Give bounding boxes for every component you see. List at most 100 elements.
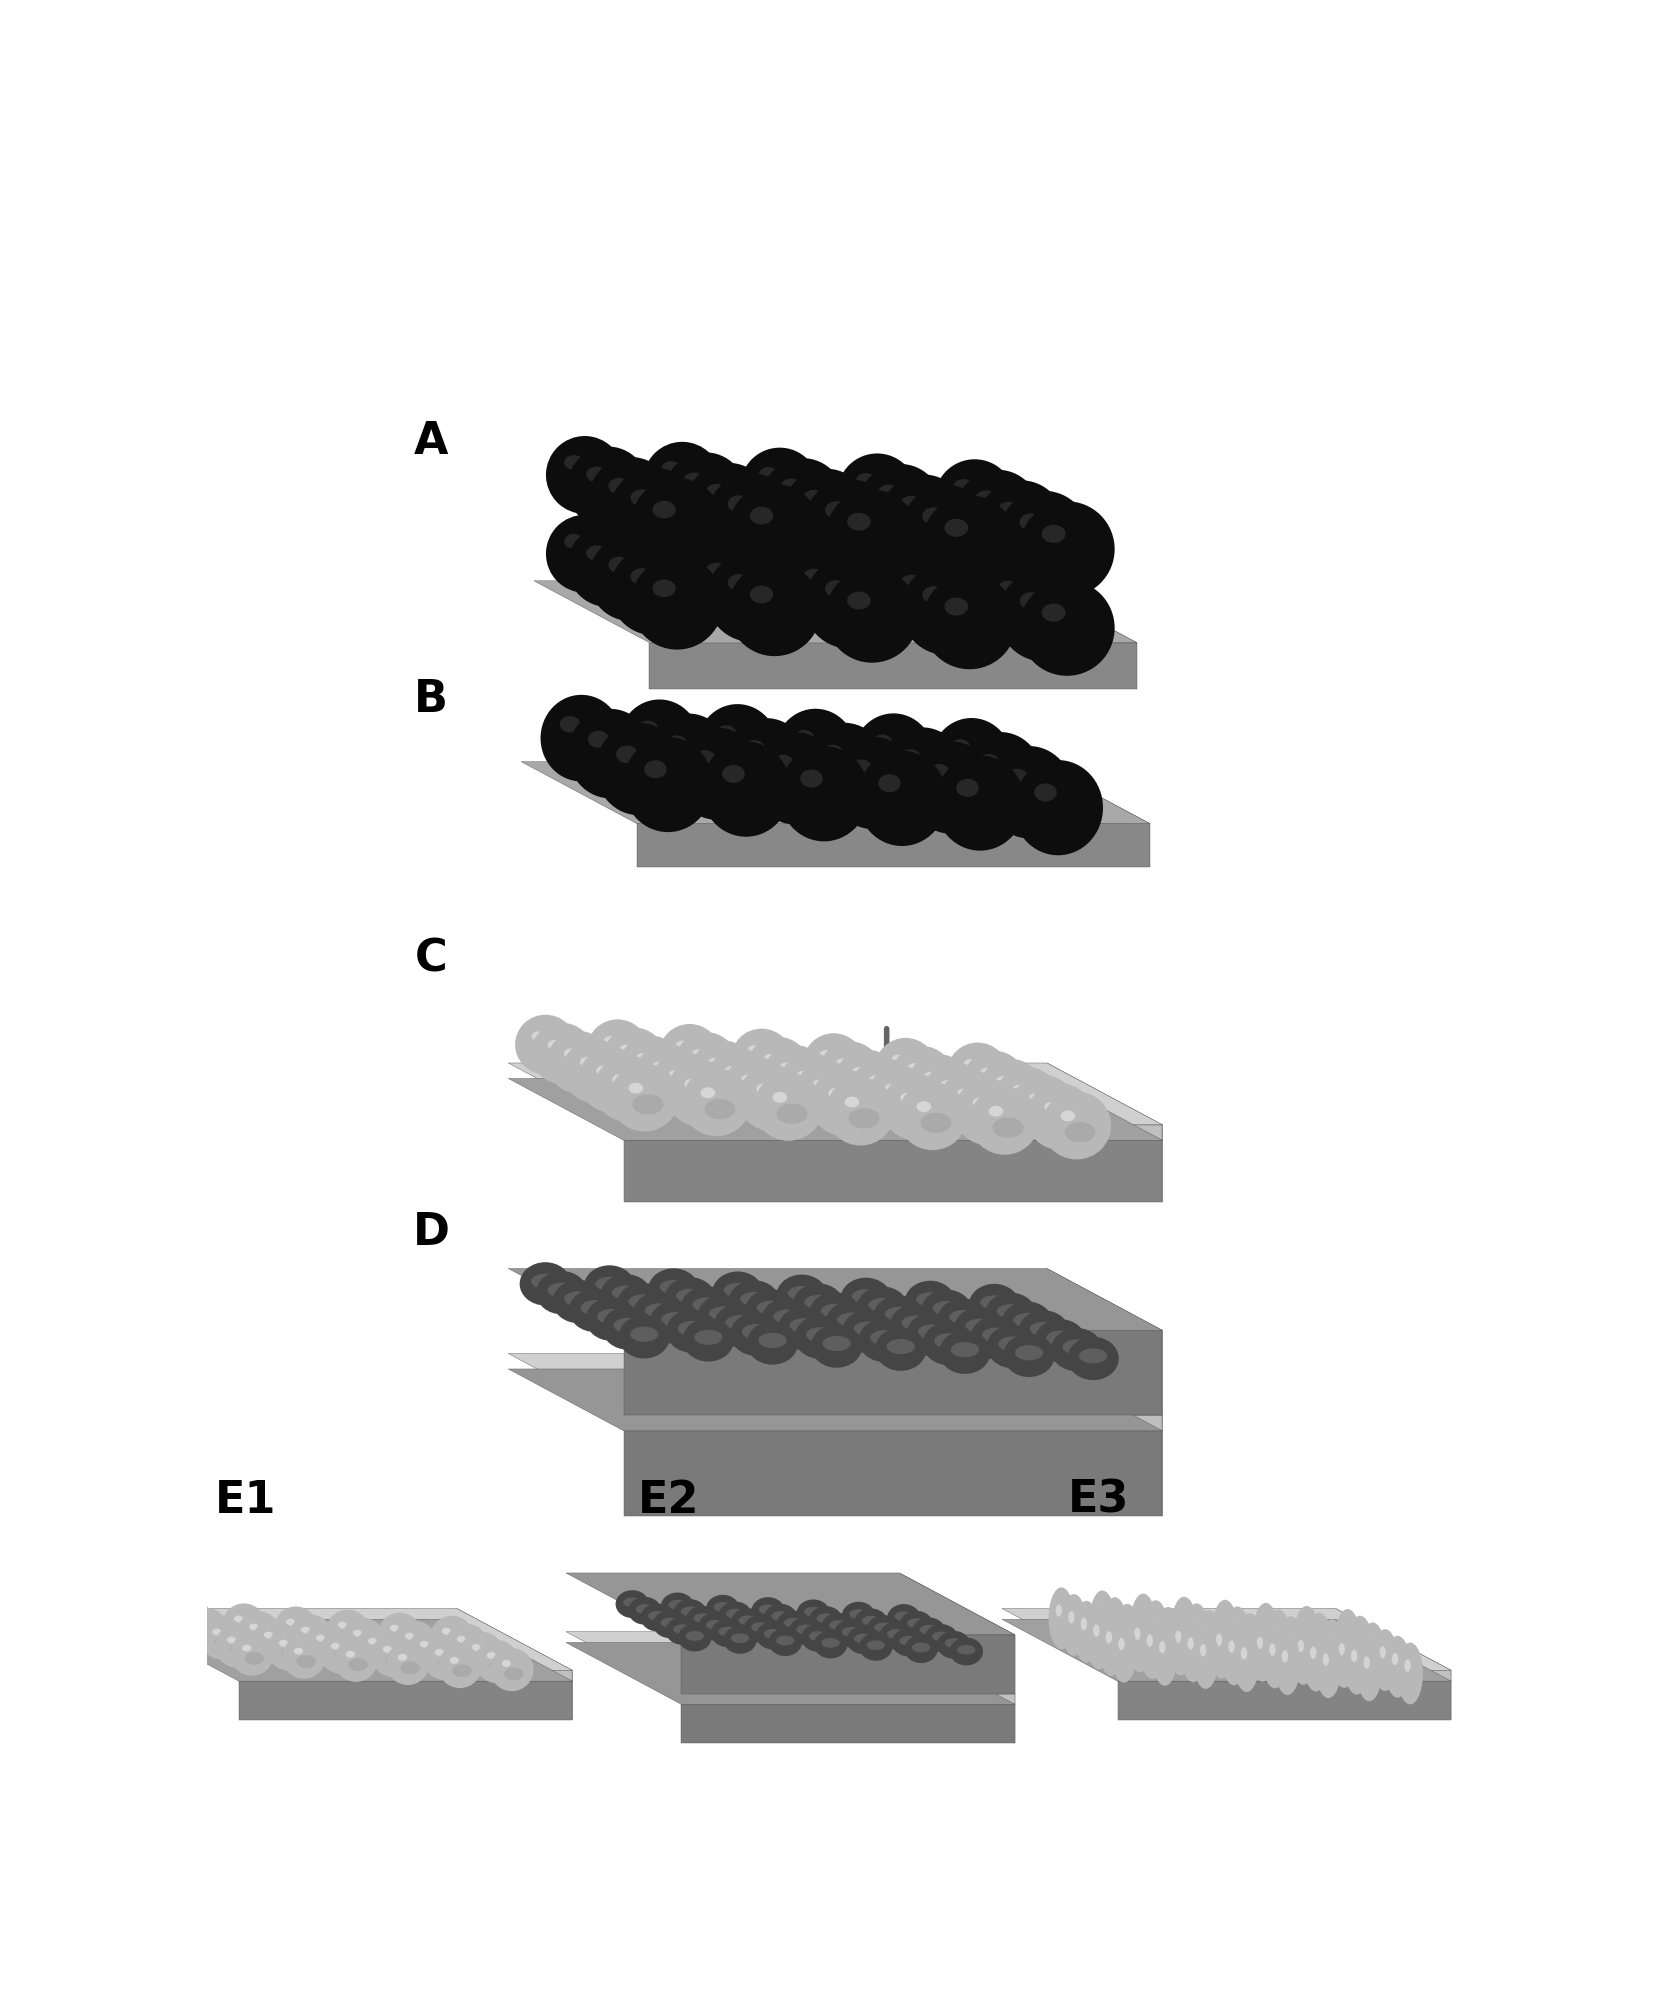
Ellipse shape — [688, 1090, 718, 1110]
Ellipse shape — [816, 1614, 836, 1624]
Ellipse shape — [599, 1076, 631, 1096]
Ellipse shape — [760, 1604, 778, 1614]
Ellipse shape — [1013, 1313, 1041, 1329]
Ellipse shape — [248, 1624, 258, 1630]
Ellipse shape — [975, 490, 996, 506]
Ellipse shape — [1140, 1618, 1165, 1680]
Ellipse shape — [803, 1034, 864, 1094]
Ellipse shape — [776, 1636, 794, 1646]
Ellipse shape — [892, 1628, 925, 1656]
Ellipse shape — [763, 1630, 781, 1638]
Ellipse shape — [655, 1072, 685, 1092]
Ellipse shape — [801, 1624, 834, 1652]
Ellipse shape — [976, 560, 1064, 648]
Polygon shape — [649, 642, 1137, 688]
Ellipse shape — [920, 1626, 938, 1634]
Ellipse shape — [1183, 1604, 1210, 1666]
Ellipse shape — [880, 727, 965, 817]
Ellipse shape — [505, 1668, 523, 1680]
Ellipse shape — [967, 1070, 995, 1088]
Ellipse shape — [409, 1630, 452, 1672]
Ellipse shape — [746, 1321, 798, 1365]
Ellipse shape — [849, 1108, 879, 1128]
Ellipse shape — [717, 725, 736, 743]
Ellipse shape — [1357, 1640, 1382, 1702]
Ellipse shape — [1111, 1622, 1137, 1682]
Ellipse shape — [776, 1104, 808, 1124]
Ellipse shape — [1041, 604, 1066, 622]
Ellipse shape — [252, 1620, 296, 1662]
Ellipse shape — [1044, 1102, 1059, 1112]
Ellipse shape — [1231, 1624, 1238, 1636]
Ellipse shape — [1048, 1114, 1079, 1134]
Ellipse shape — [763, 1054, 776, 1064]
Ellipse shape — [750, 506, 773, 524]
Ellipse shape — [751, 1056, 778, 1074]
Ellipse shape — [741, 1325, 770, 1339]
Ellipse shape — [490, 1648, 533, 1692]
Ellipse shape — [811, 1325, 862, 1367]
Ellipse shape — [1034, 783, 1058, 801]
Ellipse shape — [215, 1636, 233, 1650]
Ellipse shape — [745, 1288, 796, 1333]
Ellipse shape — [664, 452, 746, 534]
Ellipse shape — [771, 1612, 789, 1622]
Polygon shape — [1048, 1064, 1162, 1140]
Ellipse shape — [955, 1078, 1023, 1146]
Ellipse shape — [889, 1096, 919, 1114]
Ellipse shape — [842, 1311, 894, 1353]
Ellipse shape — [564, 1048, 578, 1058]
Ellipse shape — [290, 1614, 333, 1658]
Polygon shape — [1117, 1682, 1451, 1720]
Ellipse shape — [758, 1333, 786, 1349]
Ellipse shape — [854, 1634, 872, 1644]
Ellipse shape — [1350, 1650, 1357, 1662]
Ellipse shape — [712, 1272, 763, 1315]
Ellipse shape — [684, 552, 703, 566]
Ellipse shape — [616, 1590, 649, 1618]
Text: E2: E2 — [637, 1479, 700, 1521]
Polygon shape — [1048, 1268, 1162, 1415]
Ellipse shape — [960, 1100, 990, 1120]
Ellipse shape — [930, 719, 1013, 805]
Ellipse shape — [900, 574, 922, 592]
Ellipse shape — [852, 1288, 880, 1305]
Ellipse shape — [730, 1313, 781, 1357]
Ellipse shape — [609, 556, 629, 572]
Ellipse shape — [1019, 514, 1043, 530]
Ellipse shape — [392, 1622, 437, 1664]
Ellipse shape — [923, 1072, 937, 1082]
Ellipse shape — [821, 1614, 856, 1640]
Ellipse shape — [823, 745, 842, 763]
Ellipse shape — [1144, 1600, 1168, 1662]
Ellipse shape — [1298, 1640, 1304, 1652]
Ellipse shape — [945, 518, 968, 536]
Ellipse shape — [847, 592, 871, 610]
Ellipse shape — [857, 1286, 909, 1331]
Ellipse shape — [986, 747, 1072, 839]
Ellipse shape — [490, 1660, 508, 1672]
Ellipse shape — [922, 496, 1016, 590]
Polygon shape — [238, 1670, 573, 1682]
Polygon shape — [682, 1704, 1015, 1742]
Ellipse shape — [705, 1100, 735, 1120]
Ellipse shape — [862, 1616, 880, 1626]
Ellipse shape — [546, 516, 624, 592]
Ellipse shape — [1061, 1110, 1076, 1122]
Ellipse shape — [928, 765, 950, 781]
Ellipse shape — [887, 1339, 915, 1355]
Ellipse shape — [839, 1070, 867, 1088]
Ellipse shape — [922, 574, 1016, 668]
Ellipse shape — [338, 1622, 348, 1628]
Ellipse shape — [652, 1062, 665, 1072]
Text: B: B — [414, 678, 449, 721]
Ellipse shape — [783, 1074, 813, 1092]
Ellipse shape — [707, 1596, 740, 1622]
Ellipse shape — [912, 1642, 930, 1652]
Ellipse shape — [1019, 580, 1115, 676]
Ellipse shape — [809, 1606, 842, 1634]
Ellipse shape — [634, 1293, 685, 1335]
Ellipse shape — [1000, 1088, 1028, 1106]
Ellipse shape — [1013, 1086, 1026, 1096]
Ellipse shape — [859, 1634, 892, 1660]
